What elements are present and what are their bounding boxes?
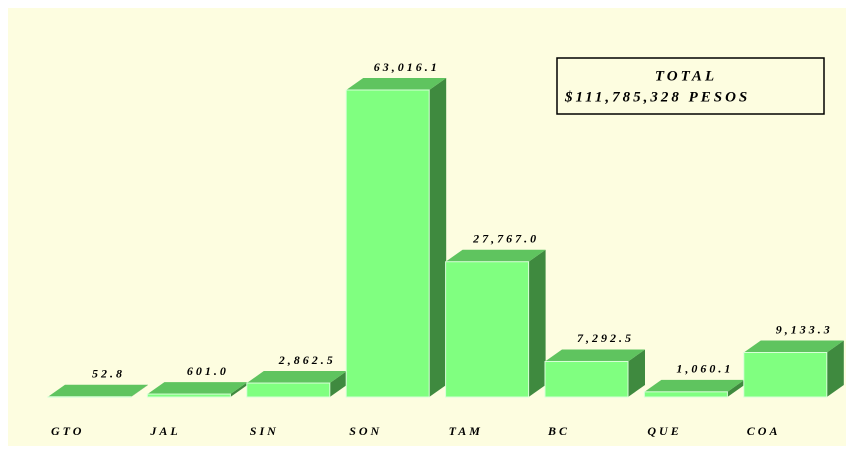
value-label: 7,292.5 <box>577 331 634 345</box>
bar-top <box>147 382 248 395</box>
bar <box>445 261 530 398</box>
bar-top <box>246 371 347 384</box>
bar-top <box>545 349 645 362</box>
bar-side <box>131 384 148 397</box>
value-label: 1,060.1 <box>676 362 733 376</box>
bar <box>643 391 728 398</box>
x-tick-label: QUE <box>647 424 681 438</box>
bar <box>246 382 331 398</box>
total-box <box>556 57 825 115</box>
x-tick-label: JAL <box>149 424 180 438</box>
value-label: 27,767.0 <box>472 231 539 245</box>
bar-side <box>628 349 645 397</box>
bar <box>544 360 629 398</box>
bar-side <box>528 249 546 397</box>
bar-side <box>429 78 447 397</box>
bar-side <box>329 371 347 397</box>
bar-side <box>727 379 745 397</box>
bar <box>146 393 231 398</box>
x-tick-label: GTO <box>51 424 84 438</box>
bar <box>345 89 430 398</box>
bar-top <box>48 384 148 397</box>
value-label: 9,133.3 <box>776 322 833 336</box>
bar-side <box>826 340 844 397</box>
bar-top <box>346 78 447 90</box>
value-label: 52.8 <box>92 366 125 380</box>
bar-side <box>230 382 248 397</box>
value-label: 63,016.1 <box>374 60 440 74</box>
bar-top <box>445 249 546 262</box>
total-amount: $111,785,328 PESOS <box>564 89 750 105</box>
x-tick-label: TAM <box>449 424 483 438</box>
bar-top <box>644 379 745 392</box>
bar <box>47 396 132 398</box>
x-tick-label: SIN <box>250 424 279 438</box>
x-tick-label: SON <box>349 424 382 438</box>
value-label: 2,862.5 <box>278 353 336 367</box>
total-label: TOTAL <box>655 68 717 84</box>
x-tick-label: BC <box>547 424 570 438</box>
value-label: 601.0 <box>187 364 229 378</box>
bar-top <box>743 340 844 353</box>
bar <box>743 352 828 398</box>
x-tick-label: COA <box>747 424 781 438</box>
